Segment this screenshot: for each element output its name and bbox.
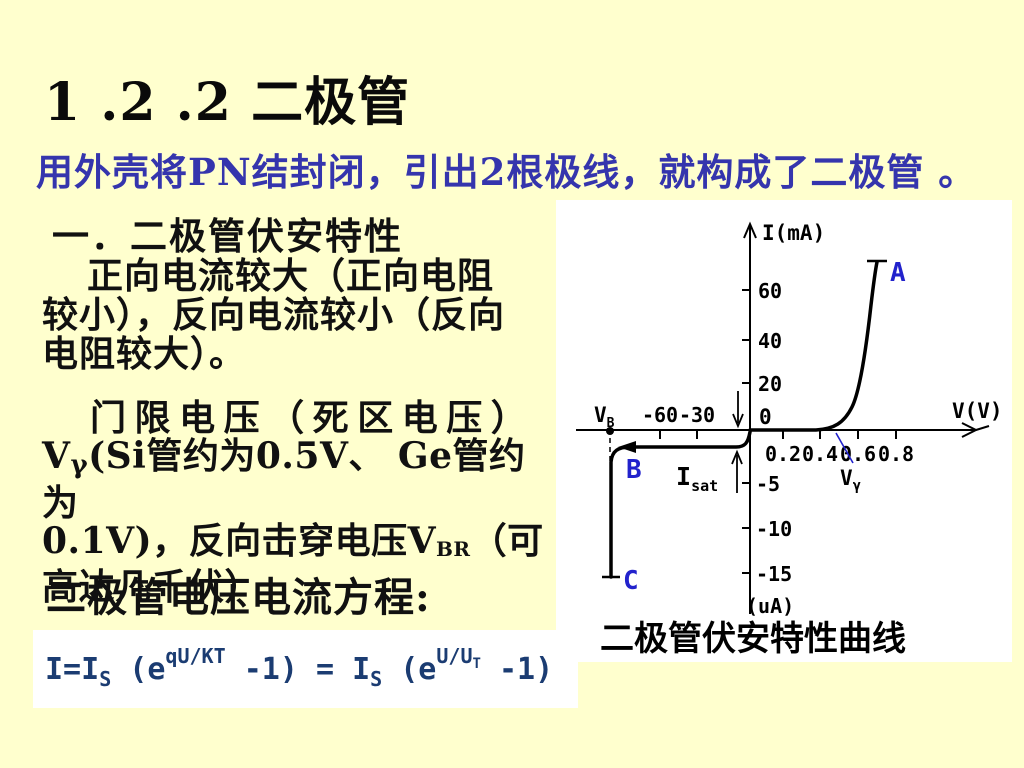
- equation-heading: 二极管电压电流方程:: [46, 574, 431, 621]
- eq-minus-one-1: -1): [225, 652, 316, 687]
- isat-label: Isat: [676, 462, 718, 495]
- para1-line2: 较小），反向电流较小（反向: [42, 294, 506, 336]
- iv-curve-svg: I(mA) V(V) (uA) 0 60 40 20 -5 -10 -15 -6…: [576, 221, 1003, 618]
- para2-line1: 门 限 电 压 （ 死 区 电 压 ）: [90, 397, 528, 439]
- para2-line2: Vγ(Si管约为0.5V、 Ge管约为: [42, 437, 557, 522]
- eq-open-e1: (e: [111, 652, 166, 687]
- subtitle-text: 用外壳将PN结封闭，引出2根极线，就构成了二极管 。: [36, 150, 977, 194]
- v-gamma-symbol: V: [42, 435, 71, 477]
- eq-exponent1: qU/KT: [165, 644, 226, 668]
- isat-label-sub: sat: [691, 477, 718, 495]
- ytick-40: 40: [758, 329, 782, 353]
- para2-line3-pre: 0.1V)，反向击穿电压V: [42, 520, 437, 562]
- xtick-m30: -30: [679, 403, 715, 427]
- y-axis-arrow: [743, 221, 757, 239]
- br-subscript: BR: [436, 537, 471, 561]
- gamma-subscript: γ: [70, 450, 89, 480]
- eq-equals: =: [315, 652, 335, 687]
- y-axis-label: I(mA): [762, 221, 825, 245]
- eq-minus-one-2: -1): [480, 652, 554, 687]
- eq-exponent2-main: U/U: [436, 644, 473, 668]
- eq-exponent2-sub: T: [472, 656, 481, 672]
- para2-line3-post: （可: [470, 520, 544, 562]
- y-neg-unit-label: (uA): [746, 594, 794, 618]
- iv-curve-figure: I(mA) V(V) (uA) 0 60 40 20 -5 -10 -15 -6…: [556, 200, 1012, 662]
- x-tick-marks: [659, 430, 897, 439]
- vb-point-dot: [606, 427, 614, 435]
- y-tick-marks: [742, 289, 750, 574]
- para2-line4: 高达几千伏）: [42, 566, 262, 608]
- para2-line2-rest: (Si管约为0.5V、 Ge管约为: [42, 435, 526, 524]
- eq-i-is: I=I: [45, 652, 100, 687]
- xtick-m60: -60: [642, 403, 678, 427]
- ytick-20: 20: [758, 372, 782, 396]
- figure-caption: 二极管伏安特性曲线: [600, 619, 906, 659]
- eq-i2: I: [334, 652, 371, 687]
- isat-down-arrowhead: [732, 413, 744, 429]
- para1-line1: 正向电流较大（正向电阻: [87, 255, 495, 297]
- reverse-curve-arrowhead: [618, 441, 636, 453]
- xtick-02: 0.2: [765, 442, 801, 466]
- vb-label: VB: [594, 403, 615, 431]
- xtick-06: 0.6: [840, 442, 876, 466]
- point-c-label: C: [623, 566, 639, 596]
- forward-curve: [748, 260, 879, 432]
- eq-sub-s1: S: [99, 667, 112, 691]
- paragraph-forward-reverse: 正向电流较大（正向电阻 较小），反向电流较小（反向 电阻较大）。: [42, 257, 547, 374]
- paragraph-threshold-voltage: 门 限 电 压 （ 死 区 电 压 ） Vγ(Si管约为0.5V、 Ge管约为 …: [42, 399, 557, 606]
- point-b-label: B: [626, 455, 642, 485]
- section-heading: 一．二极管伏安特性: [52, 214, 403, 258]
- para1-line3: 电阻较大）。: [42, 333, 247, 375]
- isat-up-arrowhead: [731, 449, 743, 465]
- xtick-08: 0.8: [878, 442, 914, 466]
- ytick-m5: -5: [756, 472, 780, 496]
- vgamma-label: Vγ: [840, 466, 861, 494]
- xtick-04: 0.4: [802, 442, 838, 466]
- x-axis-arrow-stroke: [975, 425, 990, 431]
- vgamma-label-main: V: [840, 466, 853, 490]
- para2-line3: 0.1V)，反向击穿电压VBR（可: [42, 522, 557, 568]
- x-axis-label: V(V): [952, 399, 1003, 423]
- origin-label: 0: [759, 405, 772, 429]
- diode-equation-box: I=IS (eqU/KT -1) = IS (eU/UT -1): [33, 630, 578, 708]
- eq-sub-s2: S: [370, 667, 383, 691]
- vb-label-sub: B: [607, 416, 615, 431]
- eq-exponent2: U/UT: [436, 644, 481, 672]
- ytick-m15: -15: [756, 562, 792, 586]
- ytick-60: 60: [758, 279, 782, 303]
- page-title: 1 .2 .2 二极管: [44, 72, 411, 133]
- vgamma-label-sub: γ: [853, 478, 861, 494]
- vgamma-pointer-line: [835, 432, 854, 464]
- ytick-m10: -10: [756, 517, 792, 541]
- vb-label-main: V: [594, 403, 607, 427]
- isat-label-main: I: [676, 462, 691, 491]
- eq-open-e2: (e: [382, 652, 437, 687]
- point-a-label: A: [890, 258, 906, 288]
- reverse-curve: [609, 430, 752, 579]
- diode-equation: I=IS (eqU/KT -1) = IS (eU/UT -1): [45, 644, 554, 691]
